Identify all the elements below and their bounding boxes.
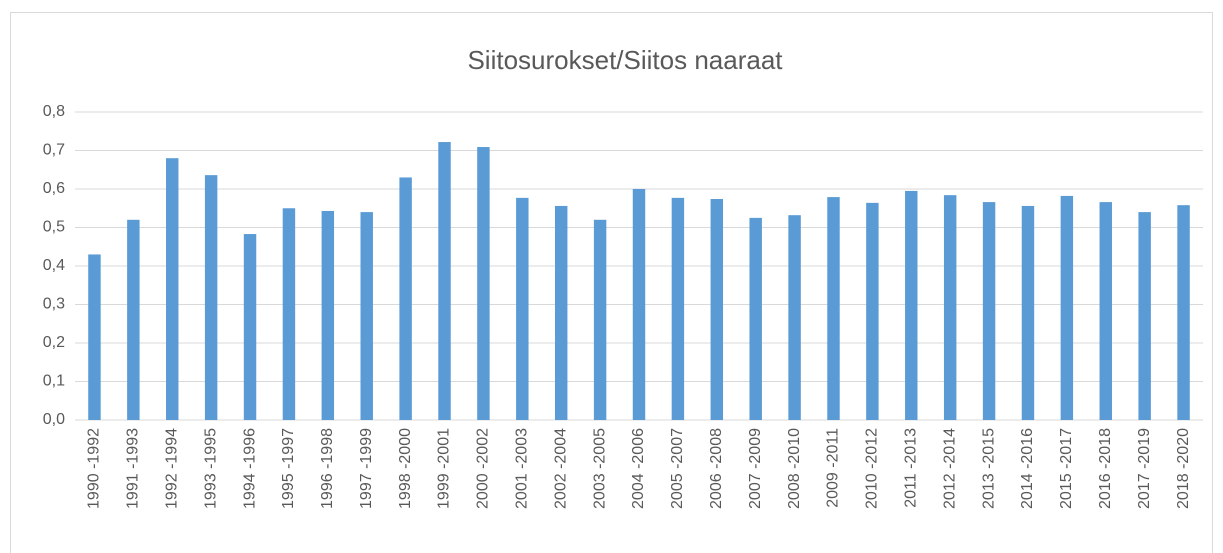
bar: [166, 158, 179, 420]
x-tick-label: 2016 -2018: [1097, 428, 1114, 509]
y-tick-label: 0,4: [43, 257, 65, 274]
x-tick-label: 2010 -2012: [864, 428, 881, 509]
bar: [827, 197, 840, 420]
bar: [710, 199, 724, 420]
bar: [632, 189, 646, 420]
chart-title: Siitosurokset/Siitos naaraat: [467, 45, 783, 75]
x-tick-label: 2017 -2019: [1136, 428, 1153, 509]
x-tick-label: 2018 -2020: [1175, 428, 1192, 509]
x-tick-label: 2008 -2010: [786, 428, 803, 509]
x-tick-label: 1996 -1998: [319, 428, 336, 509]
x-tick-label: 2015 -2017: [1058, 428, 1075, 509]
y-tick-label: 0,0: [43, 411, 65, 428]
bar: [788, 215, 801, 420]
bar: [243, 234, 257, 420]
x-tick-label: 1990 -1992: [86, 428, 103, 509]
bar: [866, 202, 879, 420]
bar: [1021, 205, 1035, 420]
x-tick-label: 2014 -2016: [1019, 428, 1036, 509]
x-tick-label: 2000 -2002: [475, 428, 492, 509]
x-tick-label: 1997 -1999: [358, 428, 375, 509]
bar: [438, 142, 451, 420]
y-tick-label: 0,6: [43, 180, 65, 197]
x-tick-label: 2003 -2005: [591, 428, 608, 509]
x-tick-label: 1994 -1996: [241, 428, 258, 509]
y-tick-label: 0,1: [43, 373, 65, 390]
x-tick-label: 2002 -2004: [552, 428, 569, 509]
bar: [360, 212, 373, 420]
x-tick-label: 2011 -2013: [902, 428, 919, 508]
y-tick-label: 0,8: [43, 103, 65, 120]
y-tick-label: 0,5: [43, 219, 65, 236]
y-tick-label: 0,2: [43, 334, 65, 351]
x-tick-label: 1993 -1995: [202, 428, 219, 509]
x-tick-label: 1998 -2000: [397, 428, 414, 509]
bar: [1060, 195, 1074, 420]
bar: [593, 219, 607, 420]
x-tick-label: 1999 -2001: [436, 428, 453, 509]
x-tick-label: 1995 -1997: [280, 428, 297, 509]
bar: [88, 254, 101, 420]
bar: [554, 205, 568, 420]
bar: [1099, 202, 1112, 420]
bar: [1138, 212, 1151, 420]
x-tick-label: 2006 -2008: [708, 428, 725, 509]
bar: [671, 197, 685, 420]
x-tick-label: 2001 -2003: [514, 428, 531, 509]
x-tick-label: 2004 -2006: [630, 428, 647, 509]
bar: [1177, 205, 1190, 420]
bar: [516, 197, 529, 420]
bar: [399, 177, 412, 420]
bar: [321, 210, 335, 420]
y-tick-label: 0,7: [43, 142, 65, 159]
x-tick-label: 1991 -1993: [125, 428, 142, 509]
x-tick-label: 2012 -2014: [941, 428, 958, 509]
x-tick-label: 2013 -2015: [980, 428, 997, 509]
bar: [943, 195, 957, 420]
x-tick-label: 1992 -1994: [163, 428, 180, 509]
bar: [282, 208, 296, 420]
x-tick-label: 2009 -2011: [825, 428, 842, 508]
bar: [905, 190, 918, 420]
x-tick-label: 2007 -2009: [747, 428, 764, 509]
bar: [749, 217, 762, 420]
x-tick-label: 2005 -2007: [669, 428, 686, 509]
bar: [127, 219, 140, 420]
bar: [477, 147, 490, 420]
y-tick-label: 0,3: [43, 296, 65, 313]
bar: [204, 175, 218, 420]
bar: [982, 202, 996, 420]
